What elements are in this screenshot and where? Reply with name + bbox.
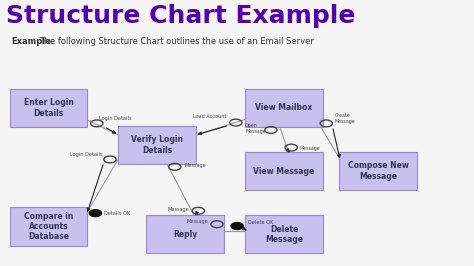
FancyBboxPatch shape [146, 215, 224, 253]
Text: Compose New
Message: Compose New Message [348, 161, 409, 181]
Text: Login Details: Login Details [70, 152, 102, 157]
Text: Delete
Message: Delete Message [265, 225, 303, 244]
Text: Structure Chart Example: Structure Chart Example [6, 4, 356, 28]
FancyBboxPatch shape [245, 152, 323, 190]
Text: View Mailbox: View Mailbox [255, 103, 313, 113]
FancyBboxPatch shape [9, 89, 87, 127]
Text: Load Account: Load Account [193, 114, 227, 119]
FancyBboxPatch shape [245, 89, 323, 127]
FancyBboxPatch shape [9, 207, 87, 246]
FancyBboxPatch shape [339, 152, 417, 190]
Text: View Message: View Message [254, 167, 315, 176]
Text: Message: Message [184, 163, 206, 168]
Text: Verify Login
Details: Verify Login Details [131, 135, 183, 155]
Text: Example:: Example: [11, 37, 54, 46]
Text: Compare in
Accounts
Database: Compare in Accounts Database [24, 211, 73, 241]
Text: The following Structure Chart outlines the use of an Email Server: The following Structure Chart outlines t… [36, 37, 314, 46]
Text: Login Details: Login Details [99, 116, 132, 120]
Text: Message: Message [168, 207, 190, 212]
Text: Details OK: Details OK [104, 211, 130, 216]
Text: Message: Message [300, 146, 320, 151]
FancyBboxPatch shape [245, 215, 323, 253]
Text: Reply: Reply [173, 230, 197, 239]
Circle shape [231, 223, 243, 230]
Text: Message: Message [186, 219, 208, 224]
FancyBboxPatch shape [118, 126, 196, 164]
Text: Delete OK: Delete OK [247, 221, 273, 225]
Text: Enter Login
Details: Enter Login Details [24, 98, 73, 118]
Circle shape [89, 210, 101, 217]
Text: Create
Message: Create Message [335, 113, 356, 123]
Text: Open
Message: Open Message [245, 123, 266, 134]
